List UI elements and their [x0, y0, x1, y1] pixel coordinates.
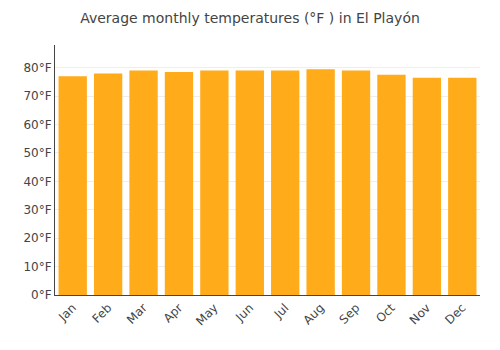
- svg-text:40°F: 40°F: [23, 175, 51, 189]
- svg-text:Aug: Aug: [301, 301, 327, 327]
- svg-text:Jul: Jul: [271, 301, 292, 322]
- svg-text:Oct: Oct: [373, 301, 398, 326]
- svg-text:60°F: 60°F: [23, 118, 51, 132]
- svg-text:20°F: 20°F: [23, 231, 51, 245]
- svg-text:Dec: Dec: [442, 301, 468, 327]
- svg-text:Mar: Mar: [124, 301, 150, 327]
- svg-text:80°F: 80°F: [23, 61, 51, 75]
- svg-text:Jun: Jun: [232, 301, 256, 325]
- svg-text:70°F: 70°F: [23, 89, 51, 103]
- svg-text:May: May: [193, 301, 220, 328]
- svg-text:Jan: Jan: [55, 301, 79, 325]
- svg-text:Average monthly temperatures (: Average monthly temperatures (°F ) in El…: [80, 10, 420, 26]
- svg-text:0°F: 0°F: [31, 288, 52, 302]
- svg-text:Nov: Nov: [407, 301, 433, 327]
- svg-text:Feb: Feb: [90, 301, 115, 326]
- svg-text:Apr: Apr: [161, 301, 186, 326]
- svg-text:50°F: 50°F: [23, 146, 51, 160]
- svg-text:30°F: 30°F: [23, 203, 51, 217]
- svg-text:10°F: 10°F: [23, 260, 51, 274]
- svg-text:Sep: Sep: [337, 301, 363, 327]
